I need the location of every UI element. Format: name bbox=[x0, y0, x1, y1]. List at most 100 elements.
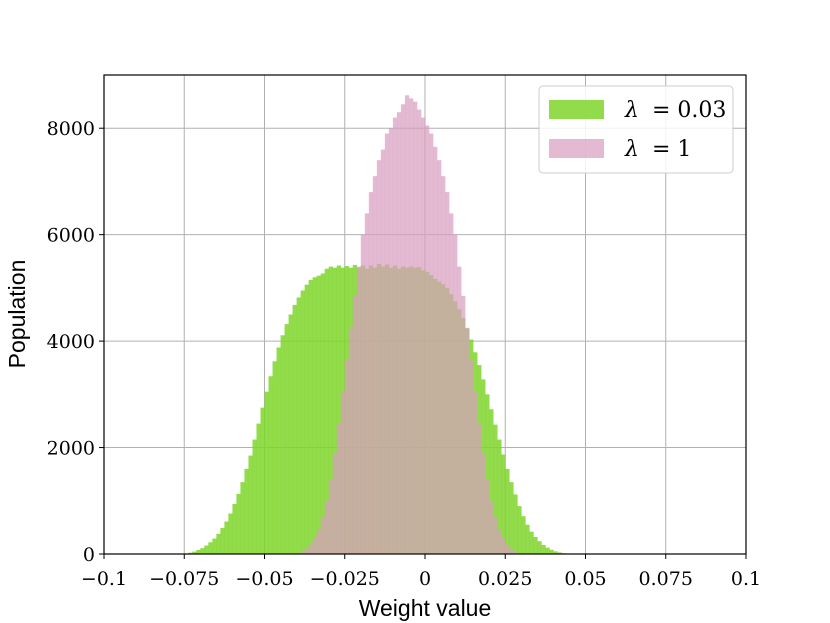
x-tick-label: −0.05 bbox=[235, 568, 293, 590]
histogram-bar bbox=[509, 482, 514, 554]
histogram-bar bbox=[300, 290, 305, 554]
y-axis-title: Population bbox=[4, 260, 30, 369]
histogram-bar bbox=[196, 550, 201, 554]
histogram-bar bbox=[517, 506, 522, 554]
histogram-bar bbox=[541, 544, 546, 554]
histogram-bar bbox=[316, 275, 321, 554]
histogram-bar bbox=[521, 516, 526, 554]
x-tick-label: 0.1 bbox=[731, 568, 761, 590]
histogram-bar bbox=[384, 133, 390, 555]
legend-lambda-symbol: λ bbox=[624, 98, 639, 123]
histogram-bar bbox=[356, 266, 362, 554]
histogram-bar bbox=[449, 213, 454, 554]
histogram-bar bbox=[324, 500, 329, 554]
histogram-bar bbox=[529, 531, 534, 554]
histogram-bar bbox=[332, 267, 338, 554]
histogram-bar bbox=[220, 527, 225, 554]
histogram-bar bbox=[473, 391, 478, 554]
histogram-bar bbox=[441, 176, 446, 554]
histogram-bar bbox=[244, 468, 249, 554]
legend: λ = 0.03 λ = 1 bbox=[538, 85, 734, 174]
histogram-bar bbox=[236, 493, 241, 554]
y-axis-ticks: 0 2000 4000 6000 8000 bbox=[47, 118, 104, 566]
histogram-bar bbox=[376, 160, 382, 554]
histogram-bar bbox=[228, 513, 233, 554]
histogram-bar bbox=[481, 452, 486, 554]
histogram-bar bbox=[336, 265, 342, 554]
histogram-bar bbox=[469, 359, 474, 554]
histogram-bar bbox=[509, 548, 514, 554]
histogram-bar bbox=[348, 327, 354, 554]
histogram-bar bbox=[388, 128, 394, 554]
histogram-bar bbox=[425, 125, 430, 555]
histogram-bar bbox=[392, 117, 398, 555]
histogram-bar bbox=[549, 549, 554, 554]
histogram-bar bbox=[433, 146, 438, 554]
histogram-bar bbox=[545, 547, 550, 554]
histogram-bar bbox=[497, 439, 502, 554]
histogram-bar bbox=[268, 376, 273, 554]
histogram-bar bbox=[497, 528, 502, 554]
y-tick-label: 2000 bbox=[47, 438, 95, 460]
histogram-bar bbox=[192, 551, 197, 554]
histogram-bar bbox=[312, 277, 317, 554]
legend-value: = 0.03 bbox=[652, 98, 726, 123]
y-tick-label: 4000 bbox=[47, 331, 95, 353]
histogram-bar bbox=[465, 327, 470, 554]
histogram-bar bbox=[320, 516, 325, 554]
histogram-bar bbox=[416, 109, 422, 554]
histogram-bar bbox=[412, 101, 418, 554]
histogram-bar bbox=[304, 548, 309, 554]
histogram-bar bbox=[204, 545, 209, 554]
histogram-bar bbox=[457, 266, 462, 554]
histogram-bar bbox=[380, 149, 386, 554]
histogram-bar bbox=[280, 335, 285, 554]
histogram-bar bbox=[264, 391, 269, 554]
legend-swatch-lambda-0.03 bbox=[549, 100, 604, 119]
x-axis-ticks: −0.1 −0.075 −0.05 −0.025 0 0.025 0.05 0.075 0.1 bbox=[81, 554, 761, 590]
histogram-bar bbox=[489, 409, 494, 554]
histogram-bar bbox=[288, 314, 293, 554]
histogram-bar bbox=[437, 160, 442, 554]
legend-label-lambda-1: λ = 1 bbox=[624, 137, 691, 162]
histogram-bar bbox=[501, 454, 506, 554]
histogram-bar bbox=[513, 551, 518, 554]
legend-label-lambda-0.03: λ = 0.03 bbox=[624, 98, 726, 123]
histogram-bar bbox=[372, 176, 378, 554]
histogram-bar bbox=[513, 494, 518, 554]
histogram-bar bbox=[461, 295, 466, 554]
histogram-bar bbox=[420, 117, 426, 555]
histogram-bar bbox=[360, 234, 366, 554]
histogram-bar bbox=[533, 536, 538, 554]
legend-value: = 1 bbox=[652, 137, 691, 162]
histogram-bar bbox=[445, 192, 450, 555]
x-tick-label: −0.1 bbox=[81, 568, 127, 590]
histogram-bar bbox=[332, 452, 338, 554]
histogram-bar bbox=[320, 273, 325, 554]
histogram-bar bbox=[216, 533, 221, 554]
histogram-bar bbox=[489, 500, 494, 554]
histogram-bar bbox=[224, 521, 229, 554]
histogram-bar bbox=[200, 548, 205, 554]
histogram-bar bbox=[324, 268, 329, 554]
histogram-bar bbox=[501, 538, 506, 554]
histogram-bar bbox=[308, 279, 313, 554]
histogram-bar bbox=[284, 324, 289, 554]
series-lambda-1-bars bbox=[296, 95, 522, 555]
y-tick-label: 0 bbox=[83, 544, 95, 566]
histogram-bar bbox=[276, 347, 281, 554]
histogram-bar bbox=[400, 104, 406, 555]
histogram-bar bbox=[328, 479, 334, 554]
histogram-bar bbox=[300, 551, 305, 554]
x-tick-label: 0.075 bbox=[639, 568, 693, 590]
histogram-bar bbox=[404, 95, 410, 555]
histogram-bar bbox=[408, 98, 414, 554]
histogram-bar bbox=[453, 234, 458, 554]
histogram-bar bbox=[328, 266, 334, 554]
histogram-bar bbox=[212, 538, 217, 554]
histogram-bar bbox=[308, 544, 313, 554]
x-tick-label: 0.05 bbox=[564, 568, 606, 590]
histogram-bar bbox=[396, 112, 402, 554]
histogram-bar bbox=[477, 423, 482, 554]
histogram-bar bbox=[429, 133, 434, 555]
